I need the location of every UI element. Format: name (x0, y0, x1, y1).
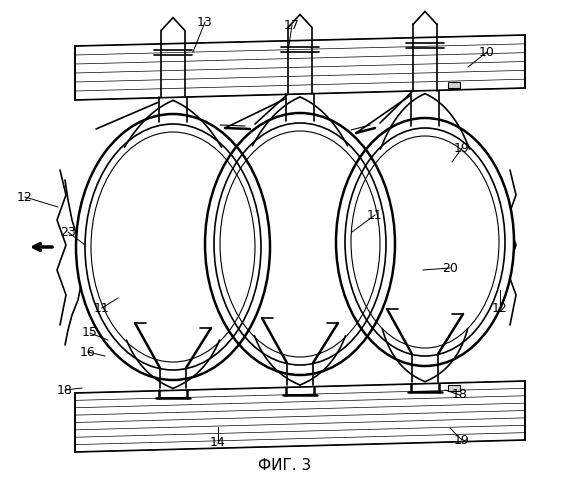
Text: 17: 17 (284, 18, 300, 31)
Text: 19: 19 (454, 142, 470, 155)
Text: 11: 11 (94, 301, 110, 314)
Text: 14: 14 (210, 436, 226, 449)
FancyBboxPatch shape (448, 82, 460, 88)
Text: 23: 23 (60, 226, 76, 239)
Text: 11: 11 (367, 209, 383, 222)
Ellipse shape (205, 113, 395, 375)
Text: 20: 20 (442, 261, 458, 274)
Text: 10: 10 (479, 45, 495, 58)
Text: 19: 19 (454, 434, 470, 447)
Text: 15: 15 (82, 326, 98, 339)
Text: 18: 18 (452, 389, 468, 402)
Polygon shape (75, 381, 525, 452)
Text: 18: 18 (57, 384, 73, 397)
Polygon shape (75, 35, 525, 100)
Text: ФИГ. 3: ФИГ. 3 (258, 459, 312, 474)
Text: 12: 12 (17, 191, 33, 204)
FancyBboxPatch shape (448, 385, 460, 391)
Ellipse shape (76, 114, 270, 380)
Text: 12: 12 (492, 301, 508, 314)
Text: 16: 16 (80, 345, 96, 358)
Ellipse shape (336, 118, 514, 366)
Text: 13: 13 (197, 15, 213, 28)
